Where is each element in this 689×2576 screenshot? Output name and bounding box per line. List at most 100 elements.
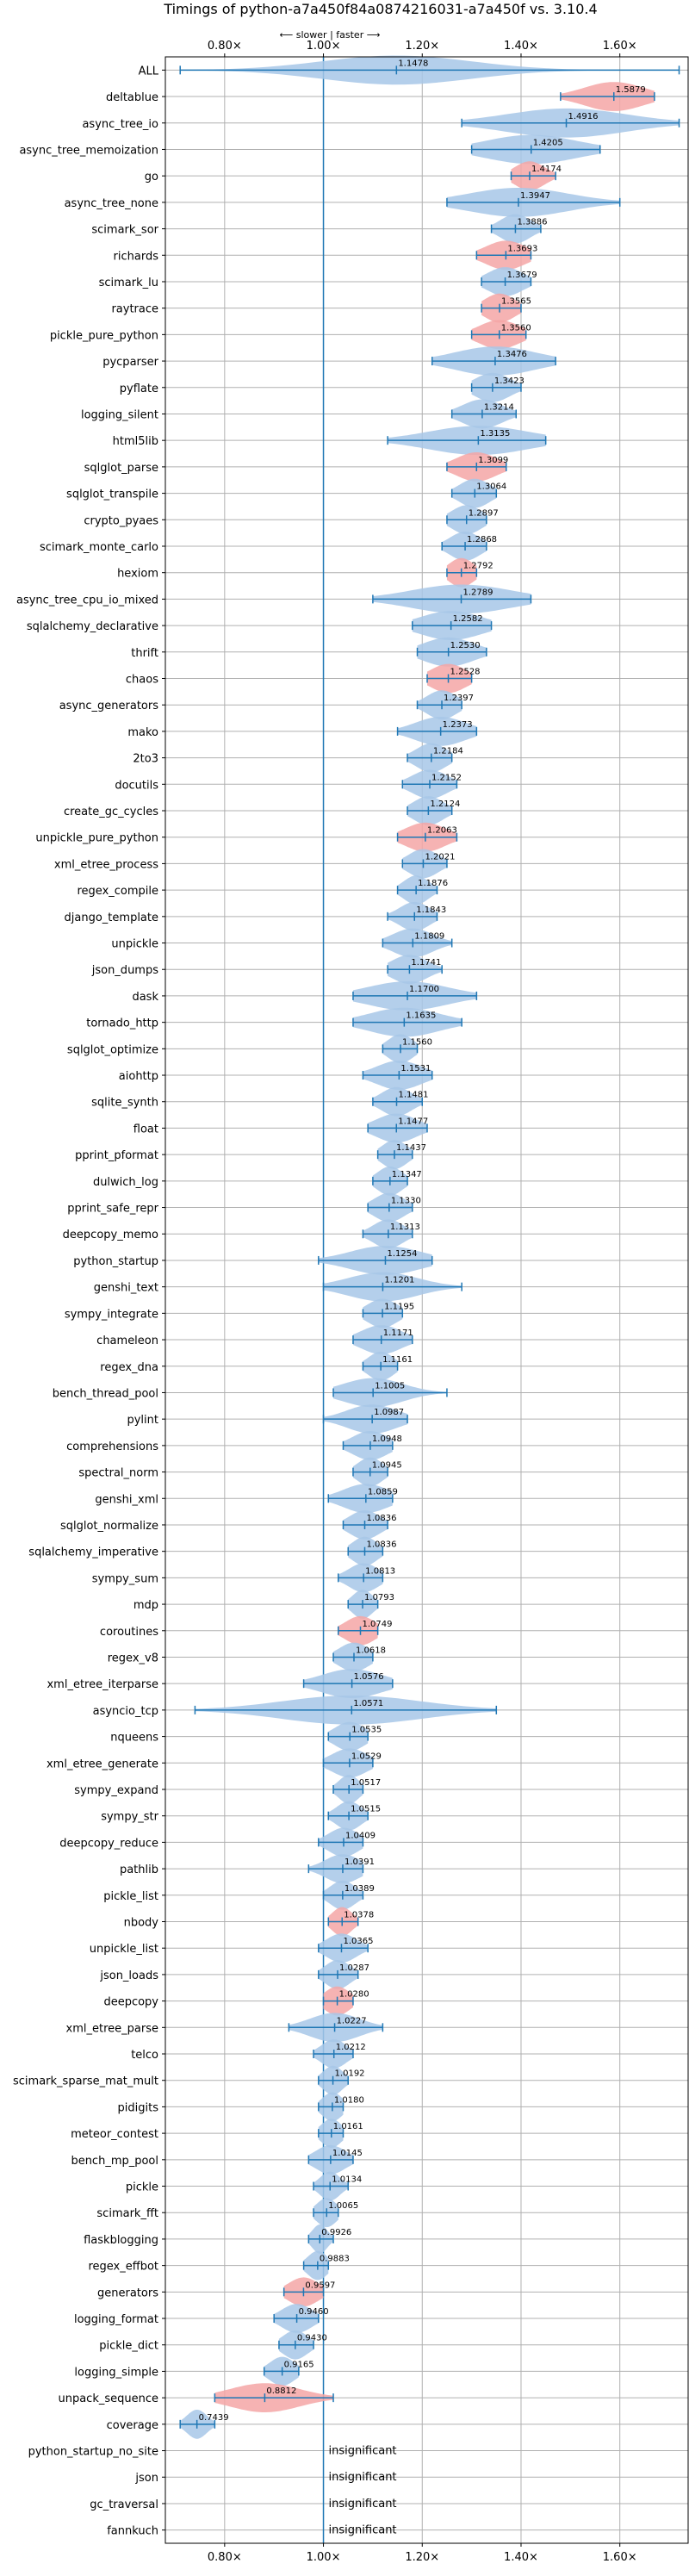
y-tick-label: html5lib — [113, 435, 158, 448]
y-tick-label: pprint_safe_repr — [67, 1203, 158, 1216]
y-tick-label: pidigits — [118, 2101, 159, 2114]
y-tick-label: pylint — [127, 1414, 158, 1427]
value-label: 1.0535 — [351, 1726, 382, 1735]
value-label: 1.1201 — [384, 1276, 414, 1285]
value-label: 1.1560 — [402, 1037, 432, 1047]
value-label: 1.0571 — [353, 1699, 383, 1708]
y-tick-label: scimark_sor — [91, 224, 158, 237]
value-label: 1.3693 — [507, 244, 537, 253]
y-tick-label: nqueens — [110, 1732, 158, 1745]
x-tick-label-bottom: 1.60× — [603, 2551, 637, 2564]
y-tick-label: deltablue — [106, 91, 158, 104]
y-tick-label: unpack_sequence — [58, 2392, 158, 2405]
value-label: 1.0793 — [364, 1593, 394, 1602]
plot-frame — [164, 56, 689, 2544]
y-tick-label: create_gc_cycles — [64, 806, 158, 818]
x-tick-label-top: 1.40× — [504, 40, 538, 53]
y-tick-label: nbody — [124, 1917, 159, 1930]
y-tick-label: flaskblogging — [84, 2234, 158, 2247]
value-label: 1.3064 — [476, 482, 506, 492]
y-tick-label: float — [133, 1123, 158, 1136]
y-tick-label: json_dumps — [91, 964, 158, 977]
y-tick-label: sqlalchemy_imperative — [28, 1546, 158, 1559]
y-tick-label: sympy_str — [101, 1811, 158, 1824]
value-label: 1.0836 — [366, 1514, 396, 1523]
y-tick-label: pickle_list — [103, 1890, 158, 1903]
y-tick-label: pickle_dict — [99, 2340, 158, 2353]
value-label: 1.3947 — [520, 191, 550, 201]
value-label: 1.0409 — [345, 1831, 376, 1840]
value-label: 1.1700 — [409, 985, 439, 994]
y-tick-label: regex_compile — [77, 885, 158, 898]
value-label: 1.0145 — [332, 2149, 363, 2158]
y-tick-label: unpickle_list — [90, 1943, 158, 1956]
x-tick-label-top: 0.80× — [208, 40, 242, 53]
value-label: 1.0389 — [344, 1884, 375, 1894]
value-label: 1.0192 — [335, 2069, 365, 2079]
value-label: 0.9165 — [284, 2360, 314, 2369]
value-label: 1.2373 — [443, 720, 473, 730]
value-label: 1.4205 — [533, 138, 563, 147]
y-tick-label: 2to3 — [133, 753, 158, 766]
value-label: 1.1161 — [382, 1355, 413, 1365]
value-label: 1.2021 — [425, 852, 455, 862]
y-tick-label: aiohttp — [119, 1070, 158, 1083]
value-label: 1.2868 — [467, 535, 497, 544]
x-tick-label-top: 1.00× — [307, 40, 341, 53]
value-label: 1.3476 — [497, 350, 527, 359]
y-tick-label: richards — [114, 250, 159, 263]
y-tick-label: xml_etree_parse — [66, 2022, 158, 2035]
value-label: 1.3886 — [517, 218, 547, 227]
y-tick-label: sqlglot_optimize — [67, 1043, 158, 1056]
y-tick-label: tornado_http — [86, 1017, 158, 1030]
y-tick-label: scimark_lu — [99, 277, 158, 289]
y-tick-label: async_tree_io — [82, 118, 158, 131]
y-tick-label: xml_etree_iterparse — [47, 1678, 158, 1691]
value-label: 1.1477 — [398, 1117, 428, 1126]
y-tick-label: chaos — [126, 674, 158, 687]
y-tick-label: scimark_sparse_mat_mult — [13, 2075, 158, 2088]
y-tick-label: generators — [97, 2287, 158, 2299]
y-tick-label: asyncio_tcp — [93, 1705, 158, 1718]
y-tick-label: xml_etree_generate — [47, 1758, 158, 1770]
chart-title: Timings of python-a7a450f84a0874216031-a… — [163, 1, 597, 17]
value-label: 1.4916 — [568, 112, 599, 121]
value-label: 0.9430 — [297, 2334, 327, 2343]
y-tick-label: python_startup — [73, 1255, 158, 1268]
value-label: 1.1171 — [383, 1328, 413, 1338]
y-tick-label: pycparser — [102, 356, 158, 369]
y-tick-label: docutils — [115, 779, 158, 792]
insignificant-label: insignificant — [329, 2471, 397, 2484]
y-tick-label: hexiom — [117, 568, 158, 581]
value-label: 1.0227 — [337, 2016, 367, 2025]
value-label: 1.3135 — [480, 429, 510, 439]
value-label: 1.0378 — [344, 1911, 374, 1920]
y-tick-label: telco — [131, 2049, 158, 2062]
y-tick-label: sqlite_synth — [91, 1097, 158, 1110]
y-tick-label: bench_mp_pool — [71, 2155, 158, 2168]
value-label: 1.3679 — [507, 271, 537, 280]
value-label: 1.0180 — [334, 2095, 364, 2105]
value-label: 1.1876 — [418, 879, 448, 888]
y-tick-label: scimark_fft — [96, 2207, 158, 2220]
y-tick-label: crypto_pyaes — [84, 514, 158, 527]
value-label: 1.0813 — [365, 1566, 395, 1576]
x-tick-label-top: 1.20× — [405, 40, 439, 53]
value-label: 0.9597 — [305, 2280, 335, 2290]
y-tick-label: meteor_contest — [71, 2128, 158, 2141]
value-label: 0.9460 — [299, 2307, 329, 2317]
value-label: 1.0749 — [363, 1620, 393, 1629]
value-label: 1.2530 — [450, 641, 481, 650]
value-label: 1.1437 — [396, 1143, 426, 1153]
y-tick-label: mako — [127, 726, 158, 739]
y-tick-label: thrift — [131, 647, 158, 660]
value-label: 1.1330 — [391, 1197, 421, 1206]
value-label: 1.1478 — [398, 59, 428, 68]
value-label: 0.7439 — [199, 2413, 229, 2423]
y-tick-label: coverage — [107, 2419, 158, 2432]
y-tick-label: async_generators — [59, 700, 159, 712]
y-tick-label: sqlglot_transpile — [66, 488, 158, 501]
value-label: 1.3423 — [494, 376, 525, 386]
y-tick-label: gc_traversal — [90, 2498, 158, 2511]
direction-label: ⟵ slower | faster ⟶ — [280, 29, 381, 40]
